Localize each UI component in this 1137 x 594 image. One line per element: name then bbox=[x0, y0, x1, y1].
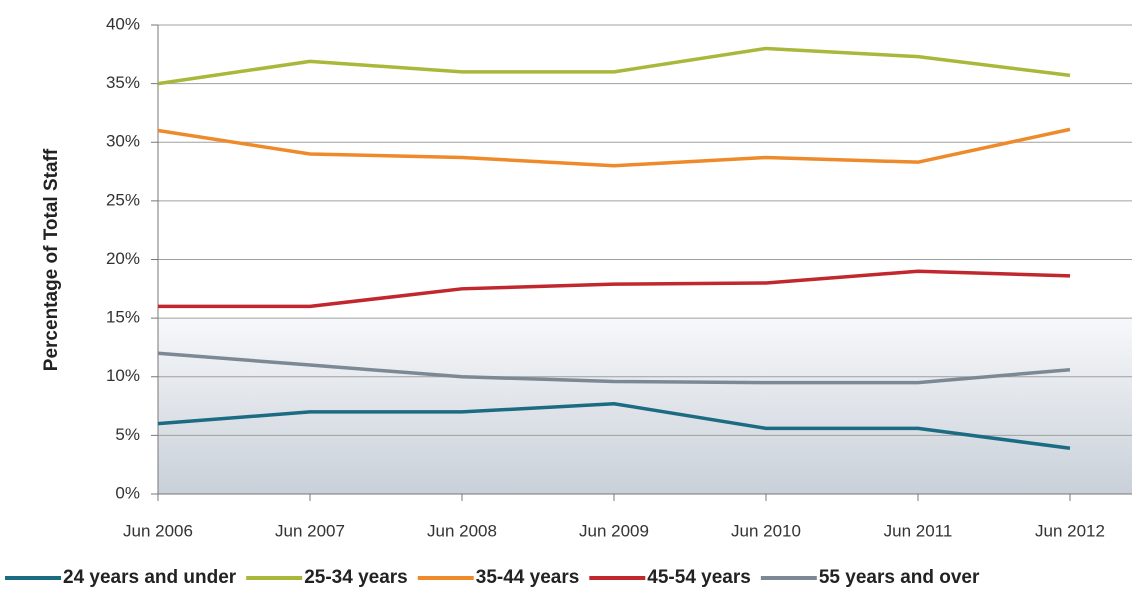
legend-label: 45-54 years bbox=[647, 567, 751, 588]
legend-label: 35-44 years bbox=[476, 567, 580, 588]
x-tick-label: Jun 2009 bbox=[579, 521, 649, 540]
x-tick-label: Jun 2007 bbox=[275, 521, 345, 540]
y-tick-label: 0% bbox=[115, 483, 140, 502]
x-tick-label: Jun 2010 bbox=[731, 521, 801, 540]
series-line bbox=[157, 401, 1071, 451]
x-tick-label: Jun 2011 bbox=[884, 521, 953, 540]
series-line bbox=[157, 127, 1071, 168]
y-tick-label: 40% bbox=[106, 14, 140, 33]
x-tick-label: Jun 2008 bbox=[427, 521, 497, 540]
series-line bbox=[158, 269, 1071, 309]
legend-label: 24 years and under bbox=[63, 567, 237, 588]
y-tick-label: 30% bbox=[106, 132, 140, 151]
series-line bbox=[157, 46, 1071, 86]
x-tick-label: Jun 2012 bbox=[1035, 521, 1105, 540]
y-tick-label: 5% bbox=[115, 425, 140, 444]
y-tick-label: 35% bbox=[106, 73, 140, 92]
series-line bbox=[157, 351, 1071, 385]
y-tick-label: 20% bbox=[106, 249, 140, 268]
x-tick-label: Jun 2006 bbox=[123, 521, 193, 540]
background-band bbox=[158, 318, 1132, 494]
y-tick-label: 15% bbox=[106, 308, 140, 327]
legend-label: 25-34 years bbox=[304, 567, 408, 588]
y-tick-label: 25% bbox=[106, 190, 140, 209]
y-tick-label: 10% bbox=[106, 366, 140, 385]
y-axis-label: Percentage of Total Staff bbox=[41, 148, 62, 371]
legend-label: 55 years and over bbox=[819, 567, 980, 588]
